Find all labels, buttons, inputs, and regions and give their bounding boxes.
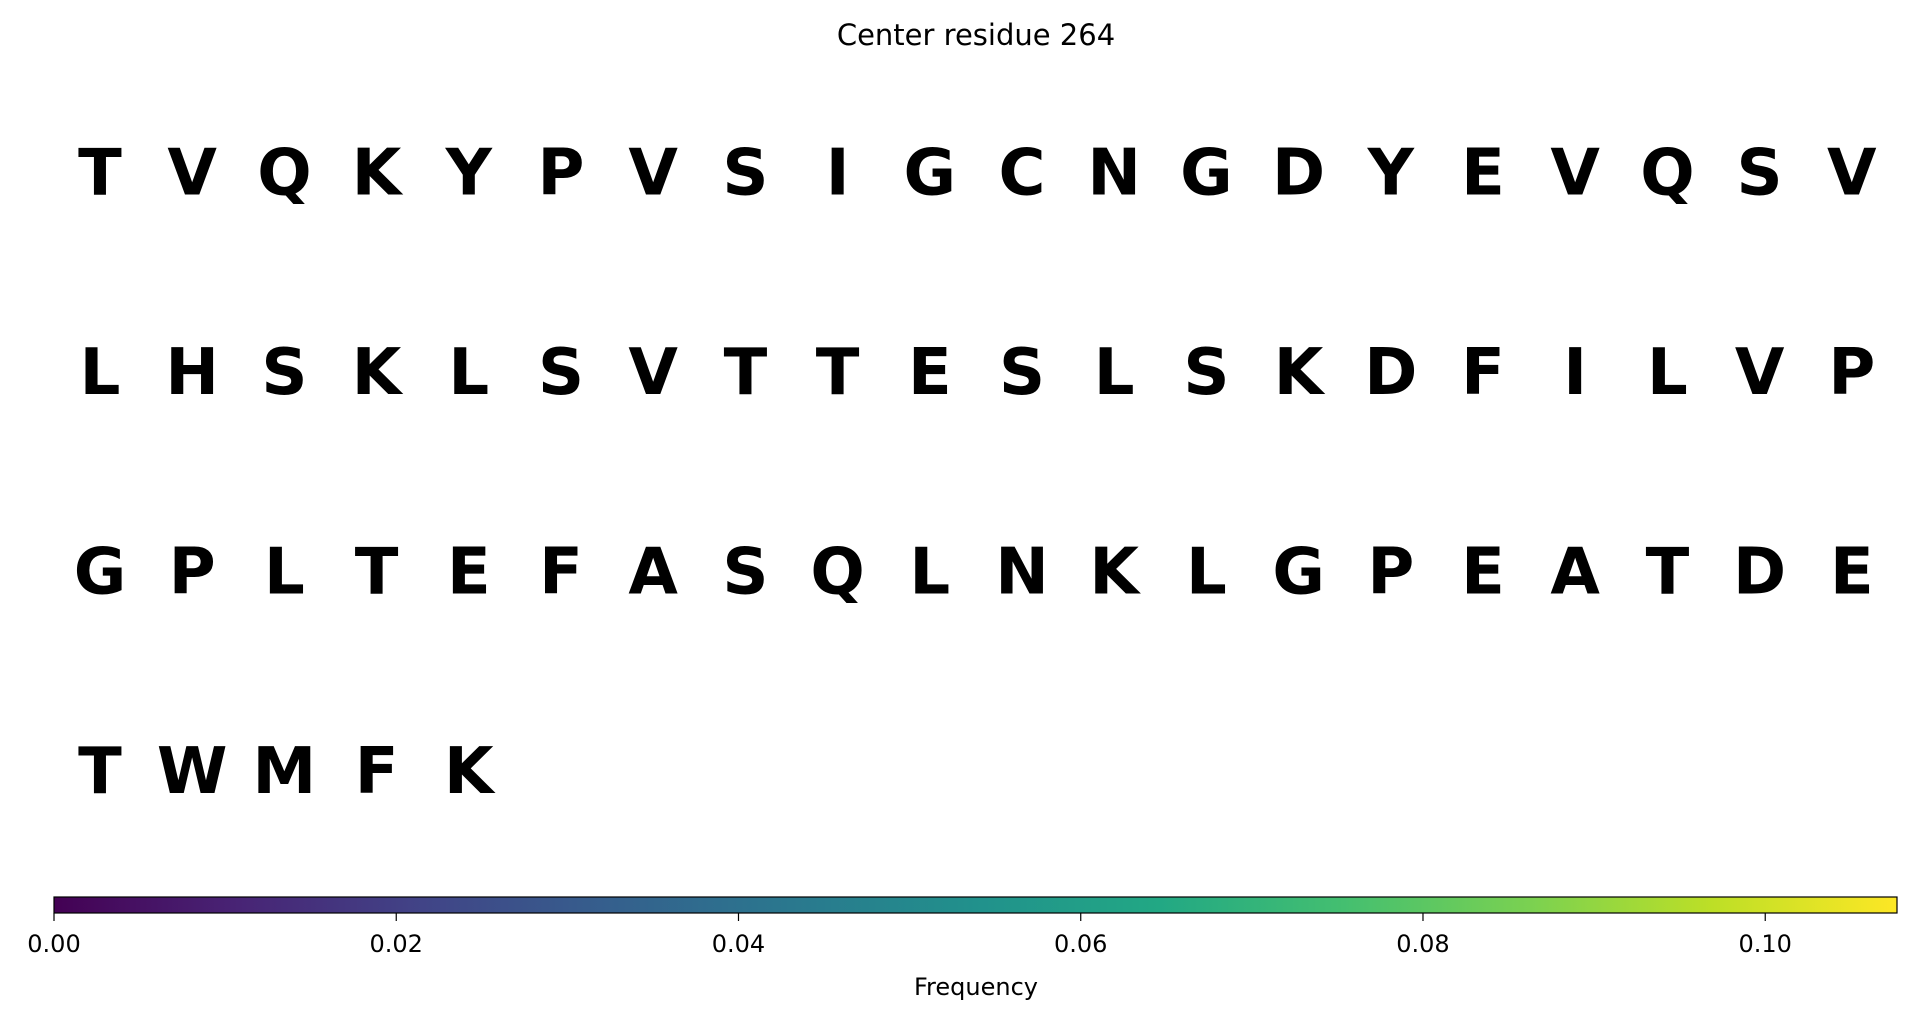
colorbar (53, 896, 1898, 914)
residue-letter: L (264, 536, 305, 610)
residue-letter: K (352, 336, 404, 410)
residue-letter: N (1087, 137, 1141, 211)
residue-letter: V (628, 137, 678, 211)
residue-letter: I (826, 137, 850, 211)
residue-letter: D (1733, 536, 1786, 610)
residue-letter: P (538, 137, 585, 211)
residue-letter: V (1550, 137, 1600, 211)
residue-letter: S (1737, 137, 1783, 211)
residue-letter: L (448, 336, 489, 410)
residue-letter: L (80, 336, 121, 410)
residue-letter: Y (445, 137, 493, 211)
residue-letter: S (999, 336, 1045, 410)
residue-letter: E (1461, 137, 1505, 211)
residue-letter: L (1647, 336, 1688, 410)
residue-letter: T (78, 735, 122, 809)
residue-letter: Q (1640, 137, 1694, 211)
colorbar-tick-label: 0.10 (1739, 930, 1792, 958)
residue-letter: V (1827, 137, 1877, 211)
residue-letter: S (722, 137, 768, 211)
residue-letter: M (253, 735, 317, 809)
colorbar-tick-label: 0.00 (27, 930, 80, 958)
colorbar-tick-label: 0.02 (370, 930, 423, 958)
residue-letter: P (1828, 336, 1875, 410)
residue-letter: P (1367, 536, 1414, 610)
residue-letter: E (1461, 536, 1505, 610)
residue-letter: N (995, 536, 1049, 610)
residue-letter: S (261, 336, 307, 410)
residue-letter: K (444, 735, 496, 809)
residue-letter: D (1272, 137, 1325, 211)
residue-letter: L (909, 536, 950, 610)
colorbar-tick-label: 0.08 (1396, 930, 1449, 958)
residue-letter: E (447, 536, 491, 610)
residue-letter: E (908, 336, 952, 410)
residue-letter: A (628, 536, 678, 610)
residue-letter: G (74, 536, 127, 610)
residue-letter: A (1550, 536, 1600, 610)
colorbar-label: Frequency (914, 973, 1038, 1001)
residue-letter: S (538, 336, 584, 410)
residue-letter: I (1563, 336, 1587, 410)
residue-letter: T (78, 137, 122, 211)
colorbar-tick-label: 0.06 (1054, 930, 1107, 958)
residue-letter: S (722, 536, 768, 610)
residue-letter: F (1461, 336, 1505, 410)
residue-letter: K (1089, 536, 1141, 610)
residue-letter: T (816, 336, 860, 410)
residue-letter: H (165, 336, 219, 410)
residue-letter: Y (1367, 137, 1415, 211)
residue-letter: Q (810, 536, 864, 610)
residue-letter: F (539, 536, 583, 610)
residue-letter: T (1646, 536, 1690, 610)
residue-letter: K (1274, 336, 1326, 410)
residue-letter: V (628, 336, 678, 410)
residue-letter: G (904, 137, 957, 211)
residue-letter: T (724, 336, 768, 410)
residue-letter: W (157, 735, 228, 809)
residue-letter: F (355, 735, 399, 809)
residue-letter: C (999, 137, 1046, 211)
residue-letter: G (1180, 137, 1233, 211)
residue-letter: V (1735, 336, 1785, 410)
colorbar-tick-label: 0.04 (712, 930, 765, 958)
residue-letter: Q (257, 137, 311, 211)
residue-letter: E (1830, 536, 1874, 610)
residue-letter: T (355, 536, 399, 610)
residue-letter: G (1272, 536, 1325, 610)
residue-letter: K (352, 137, 404, 211)
chart-title: Center residue 264 (837, 18, 1115, 52)
residue-letter: L (1094, 336, 1135, 410)
residue-letter: L (1186, 536, 1227, 610)
residue-letter: S (1183, 336, 1229, 410)
residue-letter: D (1364, 336, 1417, 410)
residue-letter: V (167, 137, 217, 211)
residue-letter: P (169, 536, 216, 610)
